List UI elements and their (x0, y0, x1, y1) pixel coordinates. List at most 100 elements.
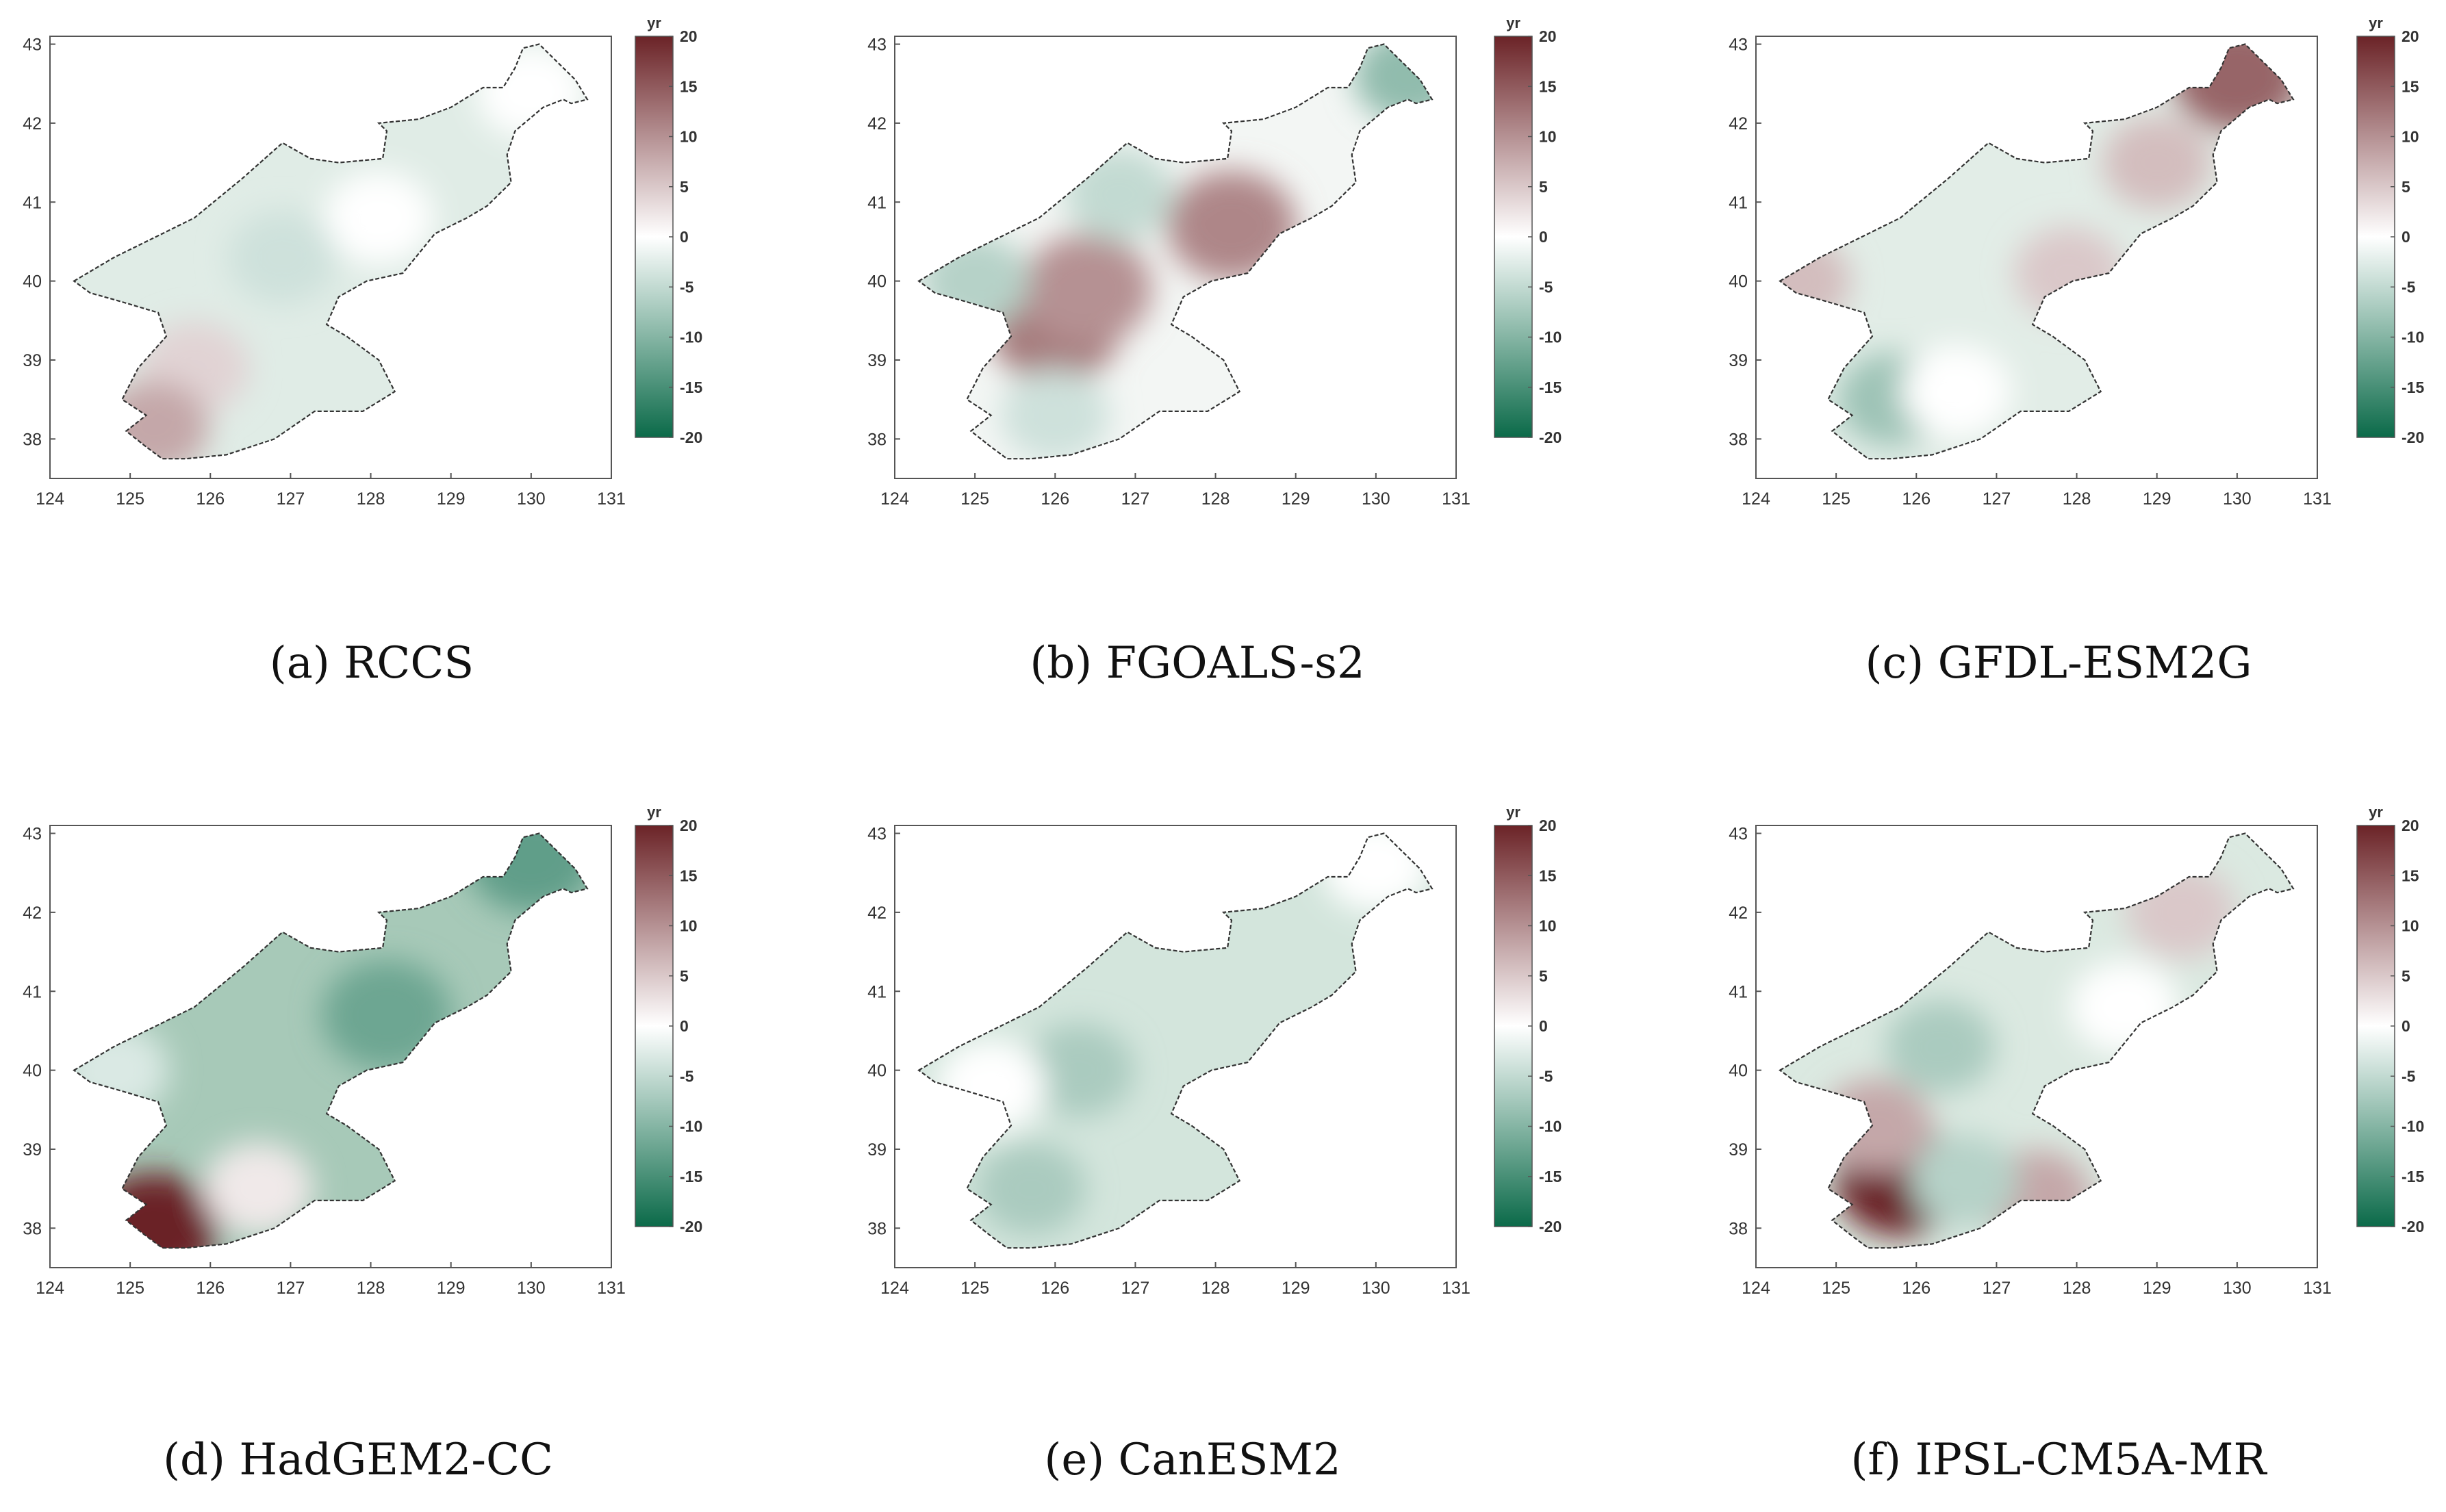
colorbar-tick-label: 15 (2402, 77, 2419, 95)
y-tick-label: 38 (23, 1219, 42, 1238)
colorbar-tick-label: -20 (680, 1218, 702, 1235)
y-tick-label: 38 (1729, 1219, 1748, 1238)
y-tick-label: 43 (1729, 825, 1748, 844)
country-boundary (917, 43, 1434, 460)
caption-d: (d) HadGEM2-CC (163, 1435, 553, 1485)
y-tick-label: 40 (867, 1062, 887, 1081)
y-tick-label: 41 (1729, 982, 1748, 1001)
colorbar-tick-label: -15 (680, 379, 702, 396)
colorbar-tick-label: 0 (680, 1017, 689, 1035)
field-anomaly-2 (1022, 233, 1153, 344)
field-anomaly-7 (1353, 44, 1432, 123)
map-panel-b: 124 125 126 127 128 129 130 131 43 42 41 40 39 38 yr 20… (867, 14, 1562, 509)
y-tick-label: 40 (23, 272, 42, 292)
y-tick-label: 39 (867, 351, 887, 370)
caption-f: (f) IPSL-CM5A-MR (1850, 1435, 2267, 1485)
x-tick-label: 127 (277, 1279, 305, 1298)
x-tick-label: 124 (1742, 489, 1770, 509)
country-boundary (73, 832, 589, 1249)
x-tick-label: 131 (2303, 1279, 2332, 1298)
colorbar-tick-label: -20 (2402, 1218, 2424, 1235)
colorbar-tick-label: -10 (680, 329, 702, 346)
colorbar-tick-label: 5 (680, 178, 689, 196)
x-tick-label: 131 (597, 489, 626, 509)
colorbar-tick-label: 0 (1539, 228, 1548, 246)
y-tick-label: 42 (1729, 114, 1748, 133)
colorbar-tick-label: 0 (1539, 1017, 1548, 1035)
y-tick-label: 42 (867, 904, 887, 923)
field-anomaly-2 (976, 1142, 1086, 1235)
y-tick-label: 39 (1729, 351, 1748, 370)
colorbar-ramp (1494, 36, 1533, 438)
x-tick-label: 128 (2063, 489, 2091, 509)
x-tick-label: 129 (437, 1279, 466, 1298)
y-tick-label: 41 (23, 193, 42, 212)
colorbar-unit: yr (1506, 804, 1520, 821)
map-panel-c: 124 125 126 127 128 129 130 131 43 42 41 40 39 38 yr 20… (1729, 14, 2424, 509)
colorbar-tick-label: 10 (680, 128, 698, 146)
x-tick-label: 130 (1362, 489, 1390, 509)
colorbar-unit: yr (2369, 804, 2383, 821)
colorbar-tick-label: -20 (2402, 428, 2424, 446)
colorbar-tick-label: 15 (2402, 867, 2419, 884)
colorbar-tick-label: 5 (1539, 178, 1548, 196)
colorbar-unit: yr (647, 804, 661, 821)
y-tick-label: 42 (23, 114, 42, 133)
colorbar-tick-label: 10 (1539, 917, 1557, 935)
colorbar-unit: yr (647, 14, 661, 31)
x-tick-label: 124 (36, 489, 64, 509)
x-tick-label: 124 (36, 1279, 64, 1298)
y-tick-label: 39 (867, 1140, 887, 1159)
colorbar-tick-label: 20 (680, 27, 698, 45)
colorbar-tick-label: 10 (680, 917, 698, 935)
x-tick-label: 125 (1822, 1279, 1850, 1298)
x-tick-label: 127 (1983, 489, 2011, 509)
colorbar-ramp (635, 825, 674, 1227)
x-tick-label: 127 (277, 489, 305, 509)
y-tick-label: 38 (1729, 430, 1748, 449)
country-boundary (73, 43, 589, 460)
y-tick-label: 38 (23, 430, 42, 449)
colorbar-tick-label: 5 (2402, 967, 2410, 985)
colorbar-tick-label: -20 (1539, 428, 1562, 446)
colorbar-tick-label: 15 (680, 77, 698, 95)
x-tick-label: 130 (2223, 489, 2252, 509)
y-tick-label: 42 (1729, 904, 1748, 923)
field-anomaly-1 (1024, 1023, 1134, 1117)
colorbar-tick-label: 0 (680, 228, 689, 246)
y-tick-label: 40 (23, 1062, 42, 1081)
y-tick-label: 41 (867, 982, 887, 1001)
y-tick-label: 42 (867, 114, 887, 133)
caption-e: (e) CanESM2 (1044, 1435, 1341, 1485)
x-tick-label: 125 (116, 489, 144, 509)
x-tick-label: 129 (437, 489, 466, 509)
x-tick-label: 125 (1822, 489, 1850, 509)
colorbar-tick-label: 20 (680, 817, 698, 834)
colorbar-tick-label: 15 (680, 867, 698, 884)
colorbar-unit: yr (1506, 14, 1520, 31)
x-tick-label: 126 (1041, 489, 1069, 509)
country-boundary (1779, 832, 2295, 1249)
x-tick-label: 130 (517, 1279, 546, 1298)
colorbar-tick-label: -5 (1539, 278, 1553, 296)
field-anomaly-5 (227, 211, 337, 304)
x-tick-label: 130 (2223, 1279, 2252, 1298)
x-tick-label: 125 (960, 489, 989, 509)
colorbar-tick-label: 20 (1539, 817, 1557, 834)
y-tick-label: 43 (867, 825, 887, 844)
y-tick-label: 40 (1729, 1062, 1748, 1081)
x-tick-label: 129 (2143, 489, 2171, 509)
colorbar-tick-label: -5 (680, 278, 694, 296)
colorbar-tick-label: -5 (680, 1067, 694, 1085)
map-panel-e: 124 125 126 127 128 129 130 131 43 42 41 40 39 38 yr 20… (867, 804, 1562, 1298)
x-tick-label: 127 (1983, 1279, 2011, 1298)
colorbar-tick-label: 10 (2402, 128, 2419, 146)
colorbar-tick-label: 20 (2402, 817, 2419, 834)
colorbar-tick-label: -15 (1539, 1168, 1562, 1186)
x-tick-label: 124 (1742, 1279, 1770, 1298)
y-tick-label: 38 (867, 430, 887, 449)
y-tick-label: 38 (867, 1219, 887, 1238)
map-panel-a: 124 125 126 127 128 129 130 131 43 42 41 40 39 38 yr 20… (23, 14, 702, 509)
colorbar-tick-label: 0 (2402, 1017, 2410, 1035)
